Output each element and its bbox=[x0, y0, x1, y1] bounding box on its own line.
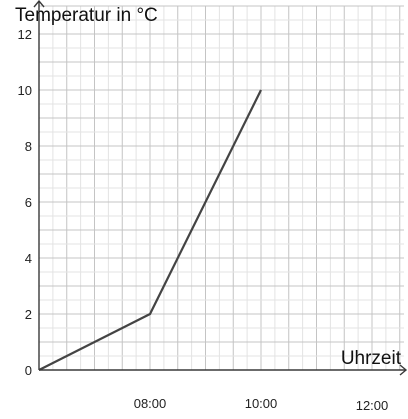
chart-labels: Temperatur in °C Uhrzeit 0 2 4 6 8 10 12 08:00 1… bbox=[15, 5, 402, 413]
y-tick-label: 12 bbox=[18, 27, 32, 42]
y-axis-title: Temperatur in °C bbox=[15, 5, 158, 26]
y-tick-label: 4 bbox=[25, 251, 32, 266]
y-tick-label: 10 bbox=[18, 83, 32, 98]
x-tick-label: 10:00 bbox=[245, 396, 278, 411]
x-tick-label: 12:00 bbox=[356, 398, 389, 413]
y-tick-label: 2 bbox=[25, 307, 32, 322]
y-tick-label: 0 bbox=[25, 363, 32, 378]
x-axis-title: Uhrzeit bbox=[341, 348, 402, 369]
chart-axes bbox=[33, 0, 408, 376]
y-tick-label: 6 bbox=[25, 195, 32, 210]
x-tick-label: 08:00 bbox=[134, 396, 167, 411]
y-tick-label: 8 bbox=[25, 139, 32, 154]
chart-grid bbox=[39, 5, 404, 370]
x-axis-arrow bbox=[399, 364, 408, 376]
y-axis-arrow bbox=[33, 0, 45, 8]
